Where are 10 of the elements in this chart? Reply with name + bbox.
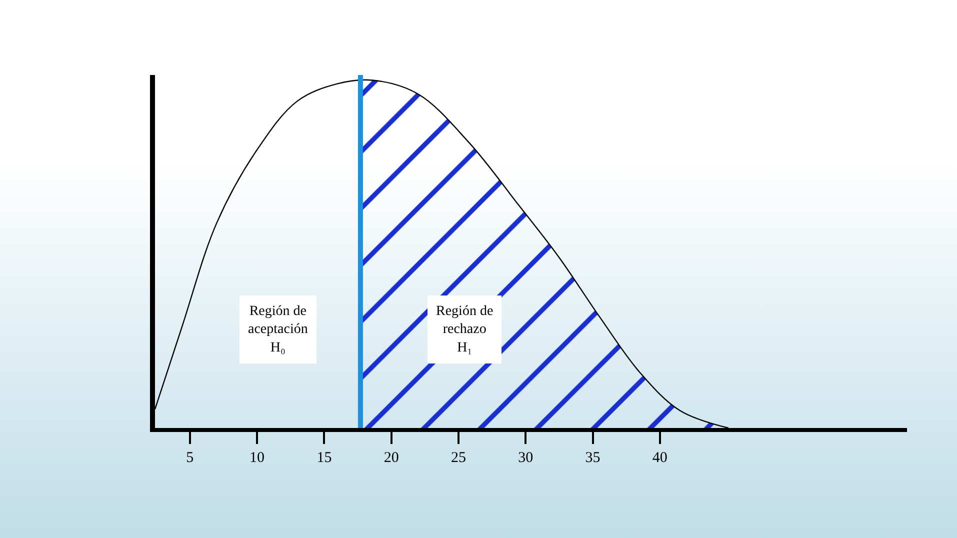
- x-tick-label: 15: [316, 450, 332, 466]
- x-tick-label: 5: [186, 450, 194, 466]
- x-tick-label: 35: [585, 450, 600, 466]
- annotation: Región de aceptación H₀: [248, 304, 308, 356]
- x-tick-label: 30: [518, 450, 534, 466]
- x-tick-label: 20: [384, 450, 399, 466]
- x-tick-label: 10: [250, 450, 265, 466]
- x-tick-label: 40: [652, 450, 668, 466]
- x-tick-label: 25: [450, 450, 466, 466]
- annotation: Región de rechazo H₁: [436, 304, 494, 356]
